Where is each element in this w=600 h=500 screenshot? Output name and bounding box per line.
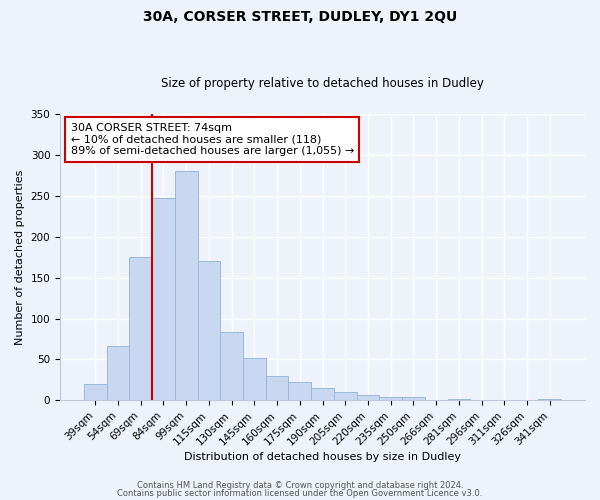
X-axis label: Distribution of detached houses by size in Dudley: Distribution of detached houses by size … [184, 452, 461, 462]
Bar [266, 376, 289, 400]
Text: Contains public sector information licensed under the Open Government Licence v3: Contains public sector information licen… [118, 488, 482, 498]
Bar [243, 358, 266, 401]
Y-axis label: Number of detached properties: Number of detached properties [15, 170, 25, 345]
Bar [107, 346, 130, 401]
Bar [84, 384, 107, 400]
Bar [356, 394, 379, 400]
Text: 30A, CORSER STREET, DUDLEY, DY1 2QU: 30A, CORSER STREET, DUDLEY, DY1 2QU [143, 10, 457, 24]
Bar [130, 258, 152, 400]
Title: Size of property relative to detached houses in Dudley: Size of property relative to detached ho… [161, 76, 484, 90]
Bar [538, 398, 561, 400]
Bar [197, 262, 220, 400]
Bar [175, 170, 197, 400]
Bar [311, 388, 334, 400]
Text: 30A CORSER STREET: 74sqm
← 10% of detached houses are smaller (118)
89% of semi-: 30A CORSER STREET: 74sqm ← 10% of detach… [71, 123, 354, 156]
Text: Contains HM Land Registry data © Crown copyright and database right 2024.: Contains HM Land Registry data © Crown c… [137, 481, 463, 490]
Bar [152, 198, 175, 400]
Bar [220, 332, 243, 400]
Bar [289, 382, 311, 400]
Bar [379, 397, 402, 400]
Bar [448, 398, 470, 400]
Bar [402, 397, 425, 400]
Bar [334, 392, 356, 400]
